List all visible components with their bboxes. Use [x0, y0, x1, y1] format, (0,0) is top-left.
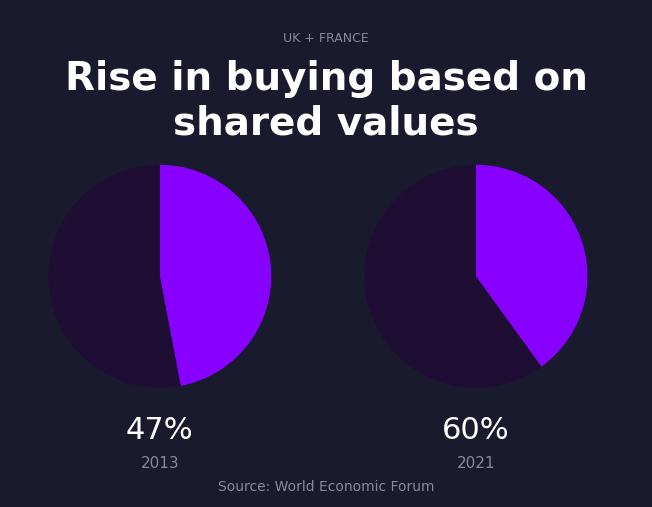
Text: 2021: 2021	[456, 456, 496, 471]
Wedge shape	[48, 165, 181, 388]
Text: 47%: 47%	[126, 416, 194, 445]
Wedge shape	[160, 165, 271, 386]
Text: 60%: 60%	[442, 416, 510, 445]
Wedge shape	[476, 165, 587, 367]
Text: UK + FRANCE: UK + FRANCE	[283, 31, 369, 45]
Text: Rise in buying based on
shared values: Rise in buying based on shared values	[65, 60, 587, 142]
Text: 2013: 2013	[140, 456, 179, 471]
Text: Source: World Economic Forum: Source: World Economic Forum	[218, 480, 434, 494]
Wedge shape	[364, 165, 542, 388]
